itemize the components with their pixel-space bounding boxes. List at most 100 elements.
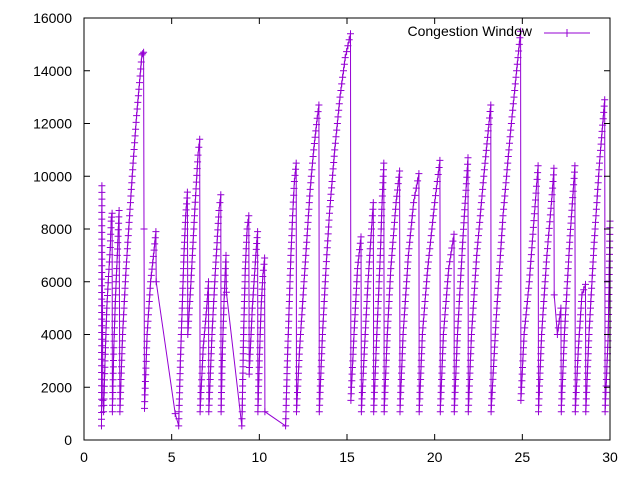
data-point-marker <box>558 395 566 403</box>
data-point-marker <box>585 331 593 338</box>
data-point-marker <box>111 311 119 319</box>
data-point-marker <box>445 265 453 273</box>
data-point-marker <box>522 311 530 319</box>
data-point-marker <box>182 212 190 220</box>
data-point-marker <box>371 369 379 377</box>
data-point-marker <box>335 100 343 108</box>
data-point-marker <box>315 101 323 109</box>
data-point-marker <box>98 242 106 250</box>
data-point-marker <box>468 324 476 332</box>
data-point-marker <box>144 311 152 319</box>
data-point-marker <box>515 40 523 48</box>
data-point-marker <box>547 204 555 212</box>
data-point-marker <box>465 401 473 409</box>
data-point-marker <box>600 108 608 116</box>
data-point-marker <box>531 203 539 211</box>
data-point-marker <box>292 159 300 167</box>
data-point-marker <box>560 331 568 338</box>
data-point-marker <box>373 324 381 332</box>
data-point-marker <box>119 331 127 338</box>
data-point-marker <box>98 188 106 196</box>
data-point-marker <box>178 317 186 325</box>
data-point-marker <box>98 369 106 376</box>
data-point-marker <box>588 284 596 292</box>
data-point-marker <box>469 311 477 319</box>
data-point-marker <box>359 382 367 390</box>
data-point-marker <box>284 344 292 352</box>
data-point-marker <box>380 408 388 416</box>
data-point-marker <box>287 258 295 266</box>
data-point-marker <box>537 350 545 358</box>
data-point-marker <box>429 218 437 226</box>
data-point-marker <box>104 285 112 293</box>
data-point-marker <box>399 343 407 351</box>
data-point-marker <box>360 350 368 358</box>
x-tick-label: 25 <box>515 449 531 465</box>
data-point-marker <box>239 337 247 345</box>
data-point-marker <box>601 96 609 104</box>
data-point-marker <box>379 179 387 187</box>
data-point-marker <box>102 331 110 338</box>
data-point-marker <box>545 224 553 232</box>
data-point-marker <box>583 388 591 396</box>
data-point-marker <box>411 191 419 199</box>
data-point-marker <box>104 279 112 287</box>
data-point-marker <box>282 422 290 430</box>
data-point-marker <box>331 139 339 147</box>
data-point-marker <box>369 199 377 207</box>
data-point-marker <box>333 120 341 127</box>
data-point-marker <box>218 369 226 377</box>
data-point-marker <box>284 331 292 338</box>
data-point-marker <box>447 251 455 259</box>
data-point-marker <box>206 382 214 390</box>
data-point-marker <box>282 408 290 416</box>
data-point-marker <box>121 284 129 292</box>
data-point-marker <box>337 87 345 94</box>
data-point-marker <box>250 284 258 292</box>
data-point-marker <box>397 395 404 403</box>
data-point-marker <box>402 291 410 299</box>
data-point-marker <box>183 188 191 196</box>
data-point-marker <box>473 251 481 259</box>
data-point-marker <box>417 369 425 377</box>
data-point-marker <box>211 278 219 286</box>
data-point-marker <box>213 245 221 253</box>
data-point-marker <box>572 389 580 396</box>
data-point-marker <box>455 304 463 312</box>
data-point-marker <box>370 388 378 396</box>
data-point-marker <box>421 304 428 312</box>
data-point-marker <box>124 232 132 240</box>
data-point-marker <box>605 311 613 318</box>
data-point-marker <box>126 212 134 220</box>
data-point-marker <box>101 363 109 371</box>
data-point-marker <box>289 198 297 206</box>
data-point-marker <box>526 264 534 272</box>
data-point-marker <box>530 217 538 225</box>
data-point-marker <box>326 209 333 217</box>
data-point-marker <box>285 304 293 312</box>
data-point-marker <box>482 146 490 154</box>
data-point-marker <box>385 304 393 312</box>
data-point-marker <box>601 408 609 416</box>
data-point-marker <box>554 324 562 332</box>
data-point-marker <box>605 257 613 265</box>
data-point-marker <box>110 337 118 345</box>
data-point-marker <box>483 140 491 148</box>
data-point-marker <box>246 350 254 358</box>
data-point-marker <box>536 363 544 371</box>
data-point-marker <box>381 388 389 396</box>
data-point-marker <box>221 265 229 273</box>
data-point-marker <box>520 344 527 352</box>
data-point-marker <box>146 291 154 299</box>
data-point-marker <box>520 331 528 338</box>
data-point-marker <box>222 251 230 259</box>
data-point-marker <box>177 331 185 338</box>
data-point-marker <box>98 362 106 370</box>
data-point-marker <box>310 146 318 154</box>
data-point-marker <box>523 304 531 312</box>
data-point-marker <box>134 92 142 100</box>
data-point-marker <box>397 388 405 396</box>
data-point-marker <box>113 251 121 259</box>
data-point-marker <box>500 205 508 213</box>
data-point-marker <box>151 240 159 248</box>
